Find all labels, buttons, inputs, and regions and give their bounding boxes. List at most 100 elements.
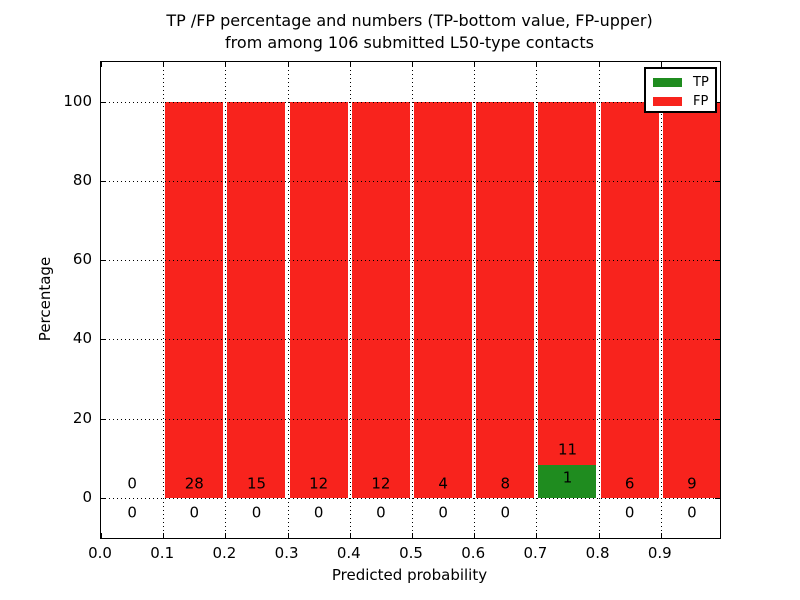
- tp-count-label: 0: [438, 503, 448, 522]
- gridline-vertical: [660, 62, 662, 538]
- x-axis-label: Predicted probability: [331, 566, 488, 584]
- gridline-vertical: [287, 62, 289, 538]
- x-tick-mark: [660, 62, 662, 67]
- fp-bar: [600, 101, 659, 498]
- gridline-vertical: [412, 62, 413, 538]
- fp-count-label: 6: [624, 474, 635, 493]
- legend-label-fp: FP: [693, 94, 709, 109]
- y-tick-mark: [715, 339, 720, 341]
- legend-swatch-tp: [653, 78, 682, 87]
- legend-item-fp: FP: [653, 92, 709, 111]
- fp-bar: [227, 101, 286, 498]
- y-tick-mark: [101, 418, 106, 420]
- y-tick-label: 0: [82, 488, 92, 506]
- x-tick-mark: [101, 62, 102, 67]
- y-tick-mark: [715, 498, 720, 499]
- gridline-vertical: [598, 62, 600, 538]
- tp-count-label: 0: [687, 503, 697, 522]
- x-tick-mark: [101, 533, 102, 538]
- chart-title-line1: TP /FP percentage and numbers (TP-bottom…: [166, 11, 653, 30]
- x-tick-mark: [474, 62, 476, 67]
- fp-bar: [538, 101, 597, 465]
- x-tick-mark: [163, 533, 165, 538]
- gridline-horizontal: [101, 339, 720, 341]
- y-tick-mark: [101, 260, 106, 262]
- fp-bar: [476, 101, 535, 498]
- gridline-vertical: [225, 62, 227, 538]
- x-tick-label: 0.9: [647, 544, 672, 562]
- x-tick-label: 0.3: [274, 544, 299, 562]
- x-tick-label: 0.5: [399, 544, 423, 562]
- y-tick-mark: [715, 101, 720, 103]
- gridline-horizontal: [101, 498, 720, 499]
- y-tick-mark: [101, 339, 106, 341]
- gridline-horizontal: [101, 418, 720, 420]
- gridline-horizontal: [101, 180, 720, 182]
- fp-count-label: 0: [127, 474, 137, 493]
- legend-item-tp: TP: [653, 73, 709, 92]
- x-tick-mark: [412, 533, 413, 538]
- tp-count-label: 0: [500, 503, 511, 522]
- x-tick-mark: [474, 533, 476, 538]
- x-tick-label: 0.0: [88, 544, 112, 562]
- gridline-vertical: [349, 62, 351, 538]
- fp-count-label: 12: [309, 474, 329, 493]
- y-tick-mark: [715, 180, 720, 182]
- tp-count-label: 0: [624, 503, 635, 522]
- fp-bar: [662, 101, 720, 498]
- fp-count-label: 11: [557, 440, 578, 459]
- x-tick-mark: [536, 62, 538, 67]
- x-tick-label: 0.4: [336, 544, 361, 562]
- gridline-horizontal: [101, 101, 720, 103]
- tp-bar: [538, 465, 597, 498]
- y-tick-label: 60: [72, 250, 92, 269]
- x-tick-mark: [225, 533, 227, 538]
- gridline-vertical: [474, 62, 476, 538]
- legend-label-tp: TP: [693, 75, 709, 90]
- x-tick-mark: [349, 62, 351, 67]
- y-tick-label: 80: [72, 170, 92, 189]
- tp-count-label: 1: [562, 468, 573, 487]
- fp-bar: [289, 101, 348, 498]
- x-tick-mark: [287, 62, 289, 67]
- fp-count-label: 4: [438, 474, 448, 493]
- tp-count-label: 0: [313, 503, 324, 522]
- tp-count-label: 0: [189, 503, 200, 522]
- y-tick-mark: [101, 180, 106, 182]
- y-tick-mark: [715, 418, 720, 420]
- tp-count-label: 0: [127, 503, 137, 522]
- gridline-vertical: [163, 62, 165, 538]
- x-tick-label: 0.7: [523, 544, 548, 562]
- x-tick-label: 0.8: [585, 544, 610, 562]
- x-tick-mark: [412, 62, 413, 67]
- y-tick-mark: [101, 498, 106, 499]
- tp-count-label: 0: [376, 503, 386, 522]
- x-tick-mark: [349, 533, 351, 538]
- fp-bar: [414, 101, 472, 498]
- legend-swatch-fp: [653, 97, 682, 106]
- gridline-horizontal: [101, 260, 720, 262]
- plot-area: 0 0 28 0 15 0 12 0 12 0 4 0 8 0 11 1 6 0 9 0: [100, 61, 721, 539]
- fp-count-label: 8: [500, 474, 511, 493]
- fp-count-label: 15: [246, 474, 267, 493]
- tp-count-label: 0: [251, 503, 262, 522]
- x-tick-mark: [287, 533, 289, 538]
- x-tick-mark: [598, 62, 600, 67]
- y-tick-label: 20: [72, 408, 92, 427]
- x-tick-label: 0.6: [461, 544, 486, 562]
- chart-title-line2: from among 106 submitted L50-type contac…: [225, 33, 594, 52]
- fp-bar: [351, 101, 410, 498]
- x-tick-mark: [163, 62, 165, 67]
- x-tick-mark: [536, 533, 538, 538]
- x-tick-mark: [225, 62, 227, 67]
- x-tick-label: 0.2: [212, 544, 237, 562]
- x-tick-mark: [598, 533, 600, 538]
- fp-count-label: 28: [184, 474, 204, 493]
- gridline-vertical: [536, 62, 538, 538]
- y-tick-mark: [715, 260, 720, 262]
- legend: TP FP: [644, 67, 717, 113]
- x-tick-mark: [660, 533, 662, 538]
- fp-bar: [165, 101, 224, 498]
- y-tick-mark: [101, 101, 106, 103]
